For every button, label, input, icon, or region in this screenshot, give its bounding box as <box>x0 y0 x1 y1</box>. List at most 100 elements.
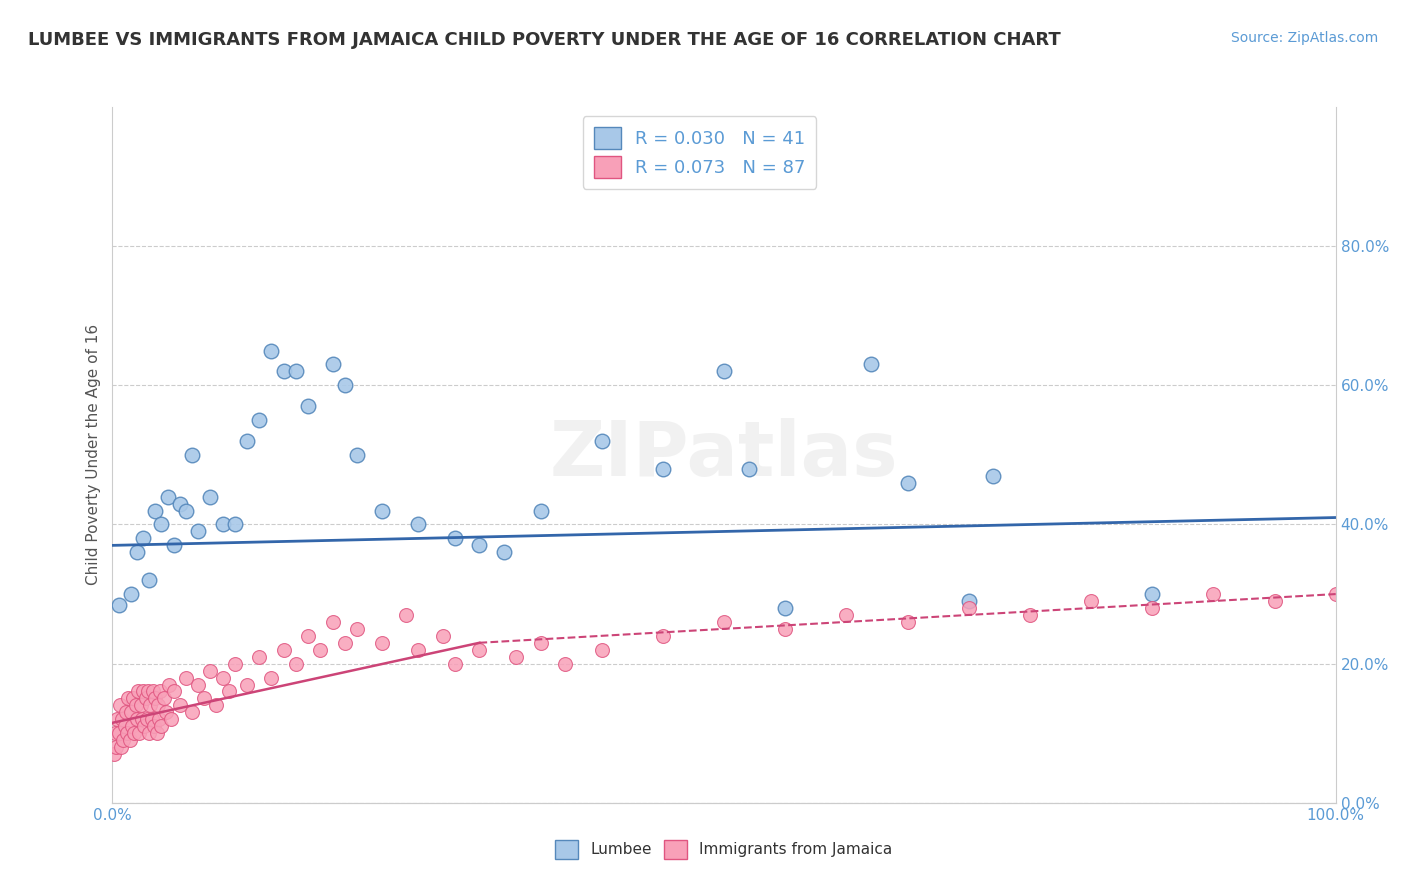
Point <box>897 615 920 629</box>
Point <box>120 706 142 720</box>
Point <box>1202 587 1225 601</box>
Point <box>128 726 150 740</box>
Point <box>322 358 344 372</box>
Point <box>134 691 156 706</box>
Point <box>121 719 143 733</box>
Point <box>224 517 246 532</box>
Point <box>432 629 454 643</box>
Point <box>187 524 209 539</box>
Point <box>138 573 160 587</box>
Point <box>105 740 128 755</box>
Point <box>859 358 882 372</box>
Point <box>125 545 148 559</box>
Point <box>333 636 356 650</box>
Point <box>150 719 173 733</box>
Point <box>897 475 920 490</box>
Point <box>273 364 295 378</box>
Point <box>138 726 160 740</box>
Point <box>775 601 797 615</box>
Point <box>160 712 183 726</box>
Text: LUMBEE VS IMMIGRANTS FROM JAMAICA CHILD POVERTY UNDER THE AGE OF 16 CORRELATION : LUMBEE VS IMMIGRANTS FROM JAMAICA CHILD … <box>28 31 1062 49</box>
Point <box>333 378 356 392</box>
Point <box>260 343 283 358</box>
Point <box>132 532 155 546</box>
Point <box>408 517 430 532</box>
Point <box>110 740 132 755</box>
Point <box>346 448 368 462</box>
Point <box>370 636 392 650</box>
Point <box>346 622 368 636</box>
Point <box>136 684 159 698</box>
Point <box>148 712 170 726</box>
Point <box>395 607 418 622</box>
Point <box>775 622 797 636</box>
Point <box>141 712 163 726</box>
Point <box>1264 594 1286 608</box>
Point <box>117 691 139 706</box>
Point <box>156 490 179 504</box>
Point <box>104 726 127 740</box>
Point <box>1142 601 1164 615</box>
Point <box>174 503 197 517</box>
Point <box>125 712 148 726</box>
Point <box>108 698 131 713</box>
Point <box>125 698 148 713</box>
Point <box>444 532 467 546</box>
Point <box>142 684 165 698</box>
Point <box>591 642 613 657</box>
Point <box>554 657 576 671</box>
Point <box>143 691 166 706</box>
Point <box>105 712 128 726</box>
Point <box>134 719 156 733</box>
Point <box>957 601 980 615</box>
Point <box>169 698 191 713</box>
Point <box>149 684 172 698</box>
Point <box>505 649 527 664</box>
Point <box>236 677 259 691</box>
Point <box>236 434 259 448</box>
Point <box>153 691 176 706</box>
Point <box>114 719 136 733</box>
Point <box>157 677 180 691</box>
Point <box>143 503 166 517</box>
Point <box>370 503 392 517</box>
Point <box>284 364 308 378</box>
Point <box>143 719 166 733</box>
Point <box>122 691 145 706</box>
Point <box>1018 607 1040 622</box>
Point <box>145 726 167 740</box>
Point <box>957 594 980 608</box>
Point <box>1324 587 1347 601</box>
Point <box>163 684 186 698</box>
Point <box>124 726 146 740</box>
Point <box>468 642 491 657</box>
Point <box>200 490 222 504</box>
Point <box>444 657 467 671</box>
Legend: Lumbee, Immigrants from Jamaica: Lumbee, Immigrants from Jamaica <box>550 834 898 864</box>
Point <box>103 747 125 761</box>
Point <box>529 503 551 517</box>
Point <box>1142 587 1164 601</box>
Point <box>150 517 173 532</box>
Point <box>284 657 308 671</box>
Point <box>118 733 141 747</box>
Point <box>181 706 204 720</box>
Point <box>260 671 283 685</box>
Point <box>981 468 1004 483</box>
Point <box>107 726 129 740</box>
Point <box>211 517 233 532</box>
Point <box>297 399 319 413</box>
Point <box>224 657 246 671</box>
Point <box>131 712 153 726</box>
Point <box>169 497 191 511</box>
Point <box>835 607 858 622</box>
Point <box>468 538 491 552</box>
Point <box>408 642 430 657</box>
Point <box>187 677 209 691</box>
Point <box>218 684 240 698</box>
Point <box>492 545 515 559</box>
Point <box>112 733 135 747</box>
Point <box>155 706 177 720</box>
Point <box>652 629 675 643</box>
Point <box>174 671 197 685</box>
